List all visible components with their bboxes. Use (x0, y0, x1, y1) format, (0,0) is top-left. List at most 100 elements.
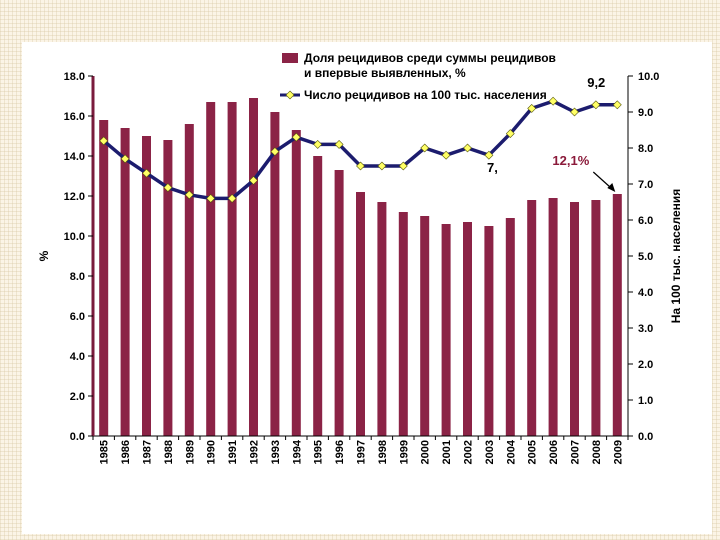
line-point-1993 (270, 147, 280, 157)
line-point-2005 (527, 103, 537, 113)
legend-line-marker (285, 90, 295, 100)
y-right-tick-label: 4.0 (638, 287, 653, 299)
y-right-title: На 100 тыс. населения (669, 189, 683, 324)
bar-1993 (270, 112, 280, 436)
line-point-1986 (120, 154, 130, 164)
annotation-last-bar: 12,1% (552, 153, 589, 168)
annotation-arrowhead (607, 183, 616, 192)
line-point-2002 (463, 143, 472, 153)
bar-2005 (527, 200, 537, 436)
line-point-1987 (142, 168, 151, 178)
bar-1996 (334, 170, 344, 436)
line-point-2004 (505, 129, 515, 139)
y-left-tick-label: 18.0 (64, 71, 85, 83)
bar-2001 (441, 224, 451, 436)
bar-1988 (163, 140, 173, 436)
bar-2002 (463, 222, 472, 436)
bar-1997 (356, 192, 365, 436)
line-point-1992 (249, 175, 258, 185)
bar-1995 (313, 156, 323, 436)
x-tick-label: 2001 (441, 440, 453, 464)
line-point-2009 (612, 100, 622, 110)
x-tick-label: 1986 (120, 440, 132, 464)
annotation-partial: 7, (487, 160, 498, 175)
line-point-1999 (398, 161, 408, 171)
y-left-title: % (37, 250, 51, 261)
y-left-tick-label: 14.0 (64, 151, 85, 163)
line-point-1998 (377, 161, 387, 171)
y-left-tick-label: 4.0 (70, 351, 85, 363)
line-point-1988 (163, 183, 173, 193)
bar-2006 (548, 198, 558, 436)
axes: 0.0 2.0 4.0 6.0 8.0 10.0 12.0 14.0 16.0 18.0 0.0 1.… (37, 71, 683, 464)
x-tick-label: 2009 (612, 440, 624, 464)
line-point-1994 (291, 132, 301, 142)
x-tick-label: 2006 (548, 440, 560, 464)
legend-bar-swatch (282, 53, 298, 63)
bar-1987 (142, 136, 151, 436)
line-point-1990 (206, 193, 216, 203)
legend-bar-label-line1: Доля рецидивов среди суммы рецидивов (304, 51, 556, 65)
line-point-2006 (548, 96, 558, 106)
x-tick-label: 1999 (398, 440, 410, 464)
line-point-2001 (441, 150, 451, 160)
y-right-tick-label: 5.0 (638, 251, 653, 263)
y-left-tick-label: 16.0 (64, 111, 85, 123)
x-tick-label: 1993 (270, 440, 282, 464)
bar-2008 (591, 200, 601, 436)
y-left-tick-label: 10.0 (64, 231, 85, 243)
bar-2007 (570, 202, 579, 436)
bar-1985 (99, 120, 109, 436)
x-tick-label: 1987 (142, 440, 154, 464)
x-tick-label: 2000 (420, 440, 432, 464)
y-right-tick-label: 3.0 (638, 323, 653, 335)
x-tick-label: 1994 (291, 439, 303, 464)
line-point-1985 (99, 136, 109, 146)
x-tick-label: 2005 (527, 440, 539, 464)
line-point-1991 (227, 193, 237, 203)
line-point-2008 (591, 100, 601, 110)
line-point-2000 (420, 143, 430, 153)
x-tick-label: 1992 (249, 440, 261, 464)
bar-1990 (206, 102, 216, 436)
x-tick-label: 1988 (163, 440, 175, 464)
x-tick-label: 2002 (463, 440, 475, 464)
legend-bar-label-line2: и впервые выявленных, % (304, 66, 466, 80)
y-right-tick-label: 6.0 (638, 215, 653, 227)
bar-1986 (120, 128, 130, 436)
y-left-tick-label: 8.0 (70, 271, 85, 283)
x-tick-label: 1996 (334, 440, 346, 464)
y-left-tick-label: 0.0 (70, 431, 85, 443)
y-right-tick-label: 2.0 (638, 359, 653, 371)
bar-1991 (227, 102, 237, 436)
y-right-tick-label: 1.0 (638, 395, 653, 407)
y-left-tick-label: 12.0 (64, 191, 85, 203)
annotations: 9,2 12,1% 7, (487, 75, 616, 192)
bar-2000 (420, 216, 430, 436)
y-right-tick-label: 10.0 (638, 71, 659, 83)
y-left-tick-label: 2.0 (70, 391, 85, 403)
x-tick-label: 2007 (570, 440, 582, 464)
x-tick-label: 1985 (99, 440, 111, 464)
y-right-tick-label: 9.0 (638, 107, 653, 119)
legend-line-label: Число рецидивов на 100 тыс. населения (304, 88, 547, 102)
legend-box (278, 46, 572, 106)
x-tick-label: 1995 (313, 440, 325, 464)
x-tick-label: 1989 (184, 440, 196, 464)
line-point-1997 (356, 161, 365, 171)
y-right-tick-label: 7.0 (638, 179, 653, 191)
x-tick-label: 1997 (356, 440, 368, 464)
bar-1999 (398, 212, 408, 436)
line-point-1996 (334, 139, 344, 149)
bar-2009 (612, 194, 622, 436)
y-right-tick-label: 8.0 (638, 143, 653, 155)
bar-1998 (377, 202, 387, 436)
line-series (99, 96, 622, 203)
line-point-1989 (184, 190, 194, 200)
x-tick-label: 1990 (206, 440, 218, 464)
x-tick-label: 1991 (227, 440, 239, 464)
line-point-2003 (484, 150, 494, 160)
x-tick-label: 2008 (591, 440, 603, 464)
bar-1992 (249, 98, 258, 436)
